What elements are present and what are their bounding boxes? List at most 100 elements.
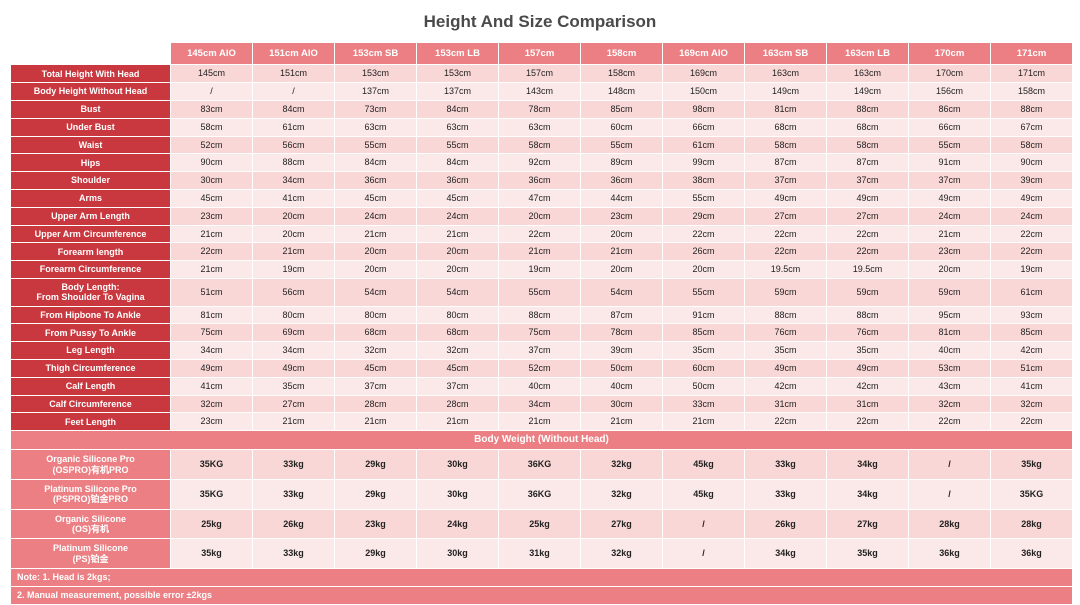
data-cell: 66cm bbox=[909, 118, 991, 136]
data-cell: 55cm bbox=[335, 136, 417, 154]
weight-cell: / bbox=[663, 539, 745, 569]
data-cell: 81cm bbox=[745, 100, 827, 118]
data-cell: 86cm bbox=[909, 100, 991, 118]
data-cell: 36cm bbox=[581, 172, 663, 190]
data-cell: 30cm bbox=[581, 395, 663, 413]
data-cell: 20cm bbox=[499, 207, 581, 225]
note-1: Note: 1. Head is 2kgs; bbox=[11, 568, 1073, 586]
data-cell: 21cm bbox=[253, 243, 335, 261]
data-cell: 41cm bbox=[991, 377, 1073, 395]
data-cell: 21cm bbox=[499, 243, 581, 261]
row-header: Upper Arm Circumference bbox=[11, 225, 171, 243]
data-cell: 59cm bbox=[745, 278, 827, 306]
weight-cell: 36kg bbox=[991, 539, 1073, 569]
weight-cell: 34kg bbox=[827, 479, 909, 509]
data-cell: 49cm bbox=[171, 360, 253, 378]
weight-row-header: Organic Silicone Pro(OSPRO)有机PRO bbox=[11, 450, 171, 480]
data-cell: 35cm bbox=[663, 342, 745, 360]
column-header: 158cm bbox=[581, 43, 663, 65]
data-cell: 148cm bbox=[581, 83, 663, 101]
data-cell: 22cm bbox=[991, 225, 1073, 243]
data-cell: 58cm bbox=[745, 136, 827, 154]
data-cell: 54cm bbox=[335, 278, 417, 306]
weight-cell: 35kg bbox=[827, 539, 909, 569]
column-header: 153cm SB bbox=[335, 43, 417, 65]
weight-row-header: Organic Silicone(OS)有机 bbox=[11, 509, 171, 539]
data-cell: 32cm bbox=[991, 395, 1073, 413]
data-cell: 21cm bbox=[417, 225, 499, 243]
row-header: Hips bbox=[11, 154, 171, 172]
weight-cell: 36kg bbox=[909, 539, 991, 569]
row-header: Feet Length bbox=[11, 413, 171, 431]
data-cell: 78cm bbox=[499, 100, 581, 118]
row-header: From Pussy To Ankle bbox=[11, 324, 171, 342]
data-cell: 69cm bbox=[253, 324, 335, 342]
data-cell: 36cm bbox=[417, 172, 499, 190]
data-cell: 32cm bbox=[417, 342, 499, 360]
data-cell: 68cm bbox=[745, 118, 827, 136]
data-cell: 45cm bbox=[171, 189, 253, 207]
data-cell: 21cm bbox=[253, 413, 335, 431]
weight-cell: 36KG bbox=[499, 479, 581, 509]
data-cell: 22cm bbox=[745, 225, 827, 243]
data-cell: 52cm bbox=[499, 360, 581, 378]
weight-cell: 30kg bbox=[417, 539, 499, 569]
data-cell: 58cm bbox=[827, 136, 909, 154]
data-cell: 28cm bbox=[335, 395, 417, 413]
page-title: Height And Size Comparison bbox=[10, 12, 1070, 32]
data-cell: 58cm bbox=[499, 136, 581, 154]
data-cell: 171cm bbox=[991, 65, 1073, 83]
data-cell: 24cm bbox=[417, 207, 499, 225]
data-cell: 36cm bbox=[335, 172, 417, 190]
data-cell: 20cm bbox=[663, 261, 745, 279]
data-cell: 22cm bbox=[663, 225, 745, 243]
data-cell: 61cm bbox=[663, 136, 745, 154]
data-cell: 23cm bbox=[581, 207, 663, 225]
weight-cell: 29kg bbox=[335, 479, 417, 509]
data-cell: 34cm bbox=[253, 342, 335, 360]
data-cell: 27cm bbox=[745, 207, 827, 225]
data-cell: 163cm bbox=[745, 65, 827, 83]
data-cell: 40cm bbox=[581, 377, 663, 395]
weight-cell: 33kg bbox=[253, 450, 335, 480]
data-cell: 51cm bbox=[991, 360, 1073, 378]
data-cell: 20cm bbox=[417, 243, 499, 261]
data-cell: 23cm bbox=[909, 243, 991, 261]
data-cell: 91cm bbox=[909, 154, 991, 172]
weight-cell: 35kg bbox=[171, 539, 253, 569]
data-cell: 21cm bbox=[663, 413, 745, 431]
comparison-table: 145cm AIO151cm AIO153cm SB153cm LB157cm1… bbox=[10, 42, 1073, 605]
data-cell: 88cm bbox=[991, 100, 1073, 118]
data-cell: 88cm bbox=[253, 154, 335, 172]
data-cell: 27cm bbox=[253, 395, 335, 413]
note-2: 2. Manual measurement, possible error ±2… bbox=[11, 586, 1073, 604]
data-cell: 26cm bbox=[663, 243, 745, 261]
weight-cell: 30kg bbox=[417, 479, 499, 509]
data-cell: 85cm bbox=[581, 100, 663, 118]
data-cell: 42cm bbox=[827, 377, 909, 395]
data-cell: / bbox=[171, 83, 253, 101]
data-cell: 27cm bbox=[827, 207, 909, 225]
data-cell: 81cm bbox=[909, 324, 991, 342]
data-cell: 78cm bbox=[581, 324, 663, 342]
data-cell: 42cm bbox=[991, 342, 1073, 360]
data-cell: 151cm bbox=[253, 65, 335, 83]
weight-cell: 27kg bbox=[581, 509, 663, 539]
data-cell: 36cm bbox=[499, 172, 581, 190]
weight-cell: 28kg bbox=[909, 509, 991, 539]
data-cell: 153cm bbox=[335, 65, 417, 83]
data-cell: 40cm bbox=[499, 377, 581, 395]
row-header: Forearm length bbox=[11, 243, 171, 261]
data-cell: 19.5cm bbox=[827, 261, 909, 279]
data-cell: 22cm bbox=[745, 243, 827, 261]
data-cell: 32cm bbox=[171, 395, 253, 413]
data-cell: 88cm bbox=[499, 306, 581, 324]
data-cell: 39cm bbox=[991, 172, 1073, 190]
data-cell: 22cm bbox=[827, 225, 909, 243]
data-cell: 150cm bbox=[663, 83, 745, 101]
weight-cell: 35KG bbox=[991, 479, 1073, 509]
data-cell: 50cm bbox=[581, 360, 663, 378]
data-cell: 158cm bbox=[581, 65, 663, 83]
data-cell: 21cm bbox=[335, 413, 417, 431]
row-header: Shoulder bbox=[11, 172, 171, 190]
